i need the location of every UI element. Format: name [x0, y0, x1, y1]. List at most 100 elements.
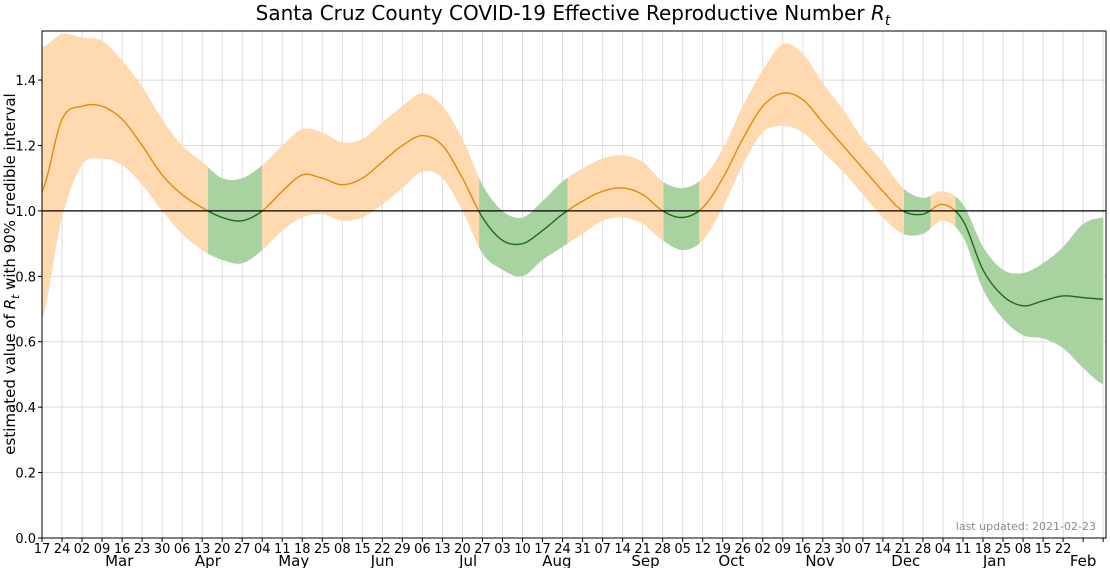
y-tick-label: 0.2	[15, 467, 36, 482]
chart-title-subscript: t	[885, 13, 891, 29]
x-tick-label: 03	[494, 542, 511, 557]
x-month-label: Jun	[370, 552, 394, 568]
band-above-one	[699, 43, 904, 244]
rt-line-above-one	[567, 187, 664, 212]
y-tick-label: 1.0	[15, 205, 36, 220]
x-tick-label: 18	[294, 542, 311, 557]
rt-line-above-one	[698, 92, 905, 213]
y-tick-label: 1.4	[15, 74, 36, 89]
x-tick-label: 13	[194, 542, 211, 557]
y-tick-label: 0.6	[15, 336, 36, 351]
rt-line-above-one	[930, 203, 956, 212]
x-tick-label: 20	[454, 542, 471, 557]
rt-line-below-one	[663, 210, 700, 219]
x-tick-label: 16	[795, 542, 812, 557]
x-tick-label: 18	[975, 542, 992, 557]
x-tick-label: 14	[614, 542, 631, 557]
rt-line-above-one	[261, 134, 480, 213]
x-tick-label: 22	[1055, 542, 1072, 557]
x-tick-label: 02	[755, 542, 772, 557]
y-axis-label-prefix: estimated value of	[1, 309, 19, 454]
x-tick-label: 15	[354, 542, 371, 557]
x-tick-label: 19	[714, 542, 731, 557]
x-tick-label: 23	[815, 542, 832, 557]
x-month-label: May	[278, 552, 309, 568]
x-axis: 17 24 02 09 16 23 30 06 13 20 27 04 11 18 25 08 15 22 29 06…	[34, 538, 1104, 568]
x-tick-label: 11	[955, 542, 972, 557]
x-tick-label: 28	[915, 542, 932, 557]
x-month-label: Dec	[891, 552, 920, 568]
x-tick-label: 04	[935, 542, 952, 557]
x-tick-label: 30	[835, 542, 852, 557]
last-updated-note: last updated: 2021-02-23	[956, 520, 1096, 533]
rt-line-below-one	[954, 210, 1104, 307]
x-tick-label: 24	[554, 542, 571, 557]
x-tick-label: 28	[654, 542, 671, 557]
x-tick-label: 21	[895, 542, 912, 557]
x-tick-label: 09	[94, 542, 111, 557]
y-tick-label: 1.2	[15, 139, 36, 154]
x-tick-label: 07	[855, 542, 872, 557]
x-tick-label: 07	[594, 542, 611, 557]
grid	[41, 31, 1106, 539]
x-tick-label: 26	[734, 542, 751, 557]
x-tick-label: 12	[694, 542, 711, 557]
x-tick-label: 11	[274, 542, 291, 557]
x-tick-label: 04	[254, 542, 271, 557]
y-tick-label: 0.4	[15, 401, 36, 416]
x-tick-label: 23	[134, 542, 151, 557]
y-axis-label-subscript: t	[9, 294, 22, 299]
x-month-label: Jul	[458, 552, 477, 568]
rt-series-lines	[41, 92, 1104, 307]
x-month-label: Aug	[542, 552, 571, 568]
x-tick-label: 13	[434, 542, 451, 557]
band-below-one	[208, 165, 263, 264]
y-axis-label-symbol: R	[1, 299, 19, 309]
x-tick-label: 30	[154, 542, 171, 557]
x-tick-label: 29	[394, 542, 411, 557]
rt-line-below-one	[207, 210, 263, 222]
x-tick-label: 17	[34, 542, 51, 557]
x-tick-label: 08	[334, 542, 351, 557]
y-axis: 0.0 0.2 0.4 0.6 0.8 1.0 1.2 1.4	[15, 74, 42, 547]
x-month-label: Nov	[805, 552, 834, 568]
x-tick-label: 20	[214, 542, 231, 557]
y-tick-label: 0.8	[15, 270, 36, 285]
x-tick-label: 22	[374, 542, 391, 557]
x-month-label: Oct	[718, 552, 744, 568]
band-above-one	[930, 191, 956, 229]
x-month-label: Feb	[1070, 552, 1097, 568]
band-above-one	[567, 155, 664, 244]
x-tick-label: 17	[534, 542, 551, 557]
y-axis-label-suffix: with 90% credible interval	[1, 93, 19, 294]
y-tick-label: 0.0	[15, 532, 36, 547]
x-tick-label: 21	[634, 542, 651, 557]
x-tick-label: 27	[234, 542, 251, 557]
x-tick-label: 31	[574, 542, 591, 557]
x-tick-label: 09	[775, 542, 792, 557]
chart-title: Santa Cruz County COVID-19 Effective Rep…	[256, 1, 891, 29]
rt-line-above-one	[41, 103, 209, 212]
band-below-one	[663, 181, 700, 251]
x-tick-label: 10	[514, 542, 531, 557]
band-below-one	[479, 177, 568, 277]
plot-frame	[41, 30, 1107, 539]
x-tick-label: 06	[174, 542, 191, 557]
x-tick-label: 25	[995, 542, 1012, 557]
band-below-one	[903, 188, 931, 236]
x-tick-label: 15	[1035, 542, 1052, 557]
y-axis-label: estimated value of Rt with 90% credible …	[1, 93, 22, 454]
rt-line-below-one	[903, 209, 931, 216]
x-tick-label: 25	[314, 542, 331, 557]
x-tick-label: 16	[114, 542, 131, 557]
x-month-label: Mar	[105, 552, 134, 568]
band-below-one	[955, 196, 1104, 385]
x-tick-label: 24	[54, 542, 71, 557]
x-tick-label: 02	[74, 542, 91, 557]
credible-interval-bands	[42, 33, 1104, 385]
x-tick-label: 27	[474, 542, 491, 557]
chart-title-symbol: R	[871, 1, 885, 25]
rt-line-below-one	[478, 210, 568, 246]
x-month-label: Jan	[982, 552, 1006, 568]
